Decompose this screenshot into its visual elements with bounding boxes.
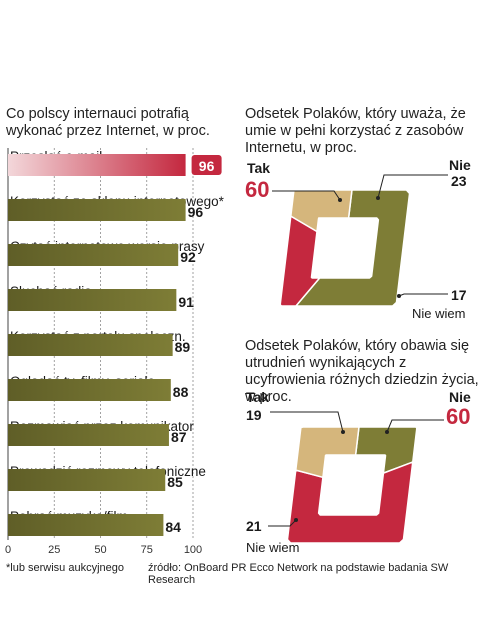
bar-value-label-3: 91 bbox=[178, 294, 194, 310]
pie1-value-nie: 23 bbox=[451, 173, 467, 189]
bar-value-label-1: 96 bbox=[188, 204, 204, 220]
pie2-leader-niewiem bbox=[268, 519, 297, 527]
pie2-svg-slice-2 bbox=[295, 426, 360, 479]
bar-5 bbox=[8, 379, 171, 401]
pie1-svg-hole bbox=[315, 221, 375, 275]
pie1-leader-nie bbox=[377, 174, 448, 199]
x-tick-label-50: 50 bbox=[94, 544, 106, 556]
bar-1 bbox=[8, 199, 186, 221]
bar-value-label-0: 96 bbox=[199, 158, 215, 174]
bar-2 bbox=[8, 244, 179, 266]
pie1-leader-tak bbox=[272, 190, 341, 201]
source-note: źródło: OnBoard PR Ecco Network na podst… bbox=[148, 562, 449, 586]
pie1-svg-slice-2 bbox=[290, 189, 353, 233]
bar-value-label-8: 84 bbox=[165, 519, 181, 535]
footnote: *lub serwisu aukcyjnego bbox=[6, 562, 125, 574]
pie2-label-niewiem: Nie wiem bbox=[246, 540, 299, 555]
bar-chart-title: Co polscy internauci potrafią wykonać pr… bbox=[6, 106, 210, 139]
bar-8 bbox=[8, 514, 164, 536]
pie1-label-tak: Tak bbox=[247, 160, 270, 176]
pie2-leader-tak bbox=[270, 411, 344, 433]
x-tick-label-75: 75 bbox=[141, 544, 153, 556]
x-tick-label-100: 100 bbox=[184, 544, 202, 556]
pie2-leader-nie bbox=[386, 419, 444, 433]
pie1-leader-dot-niewiem bbox=[397, 294, 401, 298]
pie1-svg-slices bbox=[279, 189, 411, 307]
pie1-leader-dot-nie bbox=[376, 196, 380, 200]
pie1-leader-dot-tak bbox=[338, 198, 342, 202]
bar-0 bbox=[8, 154, 186, 176]
pie1-value-tak: 60 bbox=[245, 177, 269, 202]
bar-value-label-5: 88 bbox=[173, 384, 189, 400]
pie2-leader-dot-tak bbox=[341, 430, 345, 434]
bar-value-badge-0 bbox=[191, 155, 222, 175]
pie1-label-niewiem: Nie wiem bbox=[412, 306, 465, 321]
pie2-svg-hole bbox=[322, 458, 382, 512]
bar-4 bbox=[8, 334, 173, 356]
pie1-value-niewiem: 17 bbox=[451, 287, 467, 303]
pie2-value-niewiem: 21 bbox=[246, 518, 262, 534]
bar-value-label-2: 92 bbox=[180, 249, 196, 265]
pie2-value-tak: 19 bbox=[246, 407, 262, 423]
pie2-leader-dot-niewiem bbox=[294, 518, 298, 522]
bar-value-label-7: 85 bbox=[167, 474, 183, 490]
pie1-title: Odsetek Polaków, który uważa, że umie w … bbox=[245, 106, 466, 156]
bar-value-label-4: 89 bbox=[175, 339, 191, 355]
pie2-title: Odsetek Polaków, który obawia się utrudn… bbox=[245, 338, 479, 405]
bar-3 bbox=[8, 289, 177, 311]
pie2-label-nie: Nie bbox=[449, 389, 471, 405]
bar-7 bbox=[8, 469, 166, 491]
bar-value-label-6: 87 bbox=[171, 429, 187, 445]
bar-6 bbox=[8, 424, 169, 446]
pie2-value-nie: 60 bbox=[446, 404, 470, 429]
x-tick-label-25: 25 bbox=[48, 544, 60, 556]
pie2-leader-dot-nie bbox=[385, 430, 389, 434]
pie2-svg-slices bbox=[286, 426, 418, 544]
x-tick-label-0: 0 bbox=[5, 544, 11, 556]
pie1-label-nie: Nie bbox=[449, 157, 471, 173]
pie2-label-tak: Tak bbox=[246, 389, 269, 405]
